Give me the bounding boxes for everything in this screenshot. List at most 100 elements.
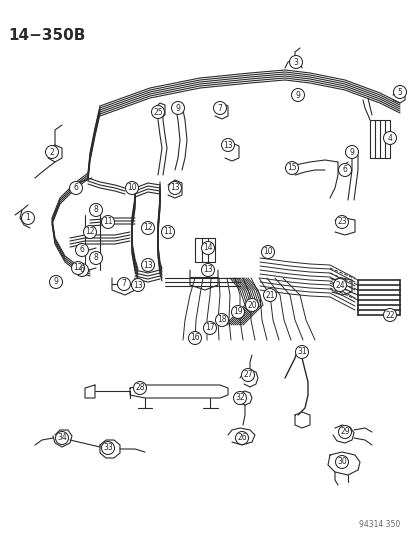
Text: 4: 4: [387, 133, 392, 142]
Circle shape: [201, 241, 214, 254]
Text: 9: 9: [295, 91, 300, 100]
Text: 12: 12: [85, 228, 95, 237]
Text: 2: 2: [50, 148, 54, 157]
Text: 13: 13: [223, 141, 232, 149]
Circle shape: [45, 146, 58, 158]
Text: 23: 23: [336, 217, 346, 227]
Circle shape: [263, 288, 276, 302]
Text: 25: 25: [153, 108, 162, 117]
Text: 22: 22: [385, 311, 394, 319]
Circle shape: [125, 182, 138, 195]
Text: 5: 5: [396, 87, 401, 96]
Text: 29: 29: [339, 427, 349, 437]
Text: 14−350B: 14−350B: [8, 28, 85, 43]
Text: 12: 12: [73, 263, 83, 272]
Circle shape: [338, 164, 351, 176]
Text: 16: 16: [190, 334, 199, 343]
Circle shape: [291, 88, 304, 101]
Text: 17: 17: [205, 324, 214, 333]
Text: 94314 350: 94314 350: [358, 520, 399, 529]
Text: 11: 11: [103, 217, 112, 227]
Text: 9: 9: [349, 148, 354, 157]
Circle shape: [89, 252, 102, 264]
Circle shape: [233, 392, 246, 405]
Text: 13: 13: [170, 183, 179, 192]
Circle shape: [131, 279, 144, 292]
Text: 1: 1: [26, 214, 30, 222]
Circle shape: [151, 106, 164, 118]
Circle shape: [171, 101, 184, 115]
Text: 32: 32: [235, 393, 244, 402]
Text: 9: 9: [53, 278, 58, 287]
Text: 11: 11: [163, 228, 172, 237]
Circle shape: [392, 85, 406, 99]
Text: 21: 21: [265, 290, 274, 300]
Text: 13: 13: [143, 261, 152, 270]
Text: 7: 7: [217, 103, 222, 112]
Circle shape: [335, 456, 348, 469]
Circle shape: [285, 161, 298, 174]
Circle shape: [235, 432, 248, 445]
Text: 26: 26: [237, 433, 246, 442]
Circle shape: [83, 225, 96, 238]
Text: 10: 10: [263, 247, 272, 256]
Text: 15: 15: [287, 164, 296, 173]
Text: 33: 33: [103, 443, 113, 453]
Circle shape: [168, 182, 181, 195]
Circle shape: [50, 276, 62, 288]
Text: 8: 8: [93, 206, 98, 214]
Text: 12: 12: [143, 223, 152, 232]
Text: 24: 24: [335, 280, 344, 289]
Circle shape: [101, 215, 114, 229]
Circle shape: [133, 382, 146, 394]
Circle shape: [382, 132, 396, 144]
Circle shape: [71, 262, 84, 274]
Circle shape: [188, 332, 201, 344]
Circle shape: [21, 212, 34, 224]
Text: 18: 18: [217, 316, 226, 325]
Circle shape: [261, 246, 274, 259]
Circle shape: [215, 313, 228, 327]
Text: 14: 14: [203, 244, 212, 253]
Text: 13: 13: [133, 280, 142, 289]
Text: 10: 10: [127, 183, 136, 192]
Text: 27: 27: [242, 370, 252, 379]
Circle shape: [55, 432, 68, 445]
Text: 20: 20: [247, 301, 256, 310]
Text: 3: 3: [293, 58, 298, 67]
Text: 34: 34: [57, 433, 67, 442]
Circle shape: [89, 204, 102, 216]
Circle shape: [201, 263, 214, 277]
Circle shape: [117, 278, 130, 290]
Circle shape: [101, 441, 114, 455]
Circle shape: [335, 215, 348, 229]
Circle shape: [333, 279, 346, 292]
Circle shape: [203, 321, 216, 335]
Text: 6: 6: [79, 265, 84, 274]
Circle shape: [338, 425, 351, 439]
Text: 31: 31: [297, 348, 306, 357]
Circle shape: [75, 263, 88, 277]
Circle shape: [141, 222, 154, 235]
Text: 6: 6: [342, 166, 347, 174]
Circle shape: [289, 55, 302, 69]
Text: 6: 6: [74, 183, 78, 192]
Text: 28: 28: [135, 384, 145, 392]
Circle shape: [231, 305, 244, 319]
Text: 19: 19: [233, 308, 242, 317]
Circle shape: [245, 298, 258, 311]
Circle shape: [75, 244, 88, 256]
Text: 6: 6: [79, 246, 84, 254]
Text: 7: 7: [121, 279, 126, 288]
Circle shape: [213, 101, 226, 115]
Circle shape: [69, 182, 82, 195]
Text: 30: 30: [336, 457, 346, 466]
Circle shape: [141, 259, 154, 271]
Circle shape: [241, 368, 254, 382]
Text: 8: 8: [93, 254, 98, 262]
Circle shape: [345, 146, 358, 158]
Text: 13: 13: [203, 265, 212, 274]
Circle shape: [221, 139, 234, 151]
Circle shape: [295, 345, 308, 359]
Circle shape: [382, 309, 396, 321]
